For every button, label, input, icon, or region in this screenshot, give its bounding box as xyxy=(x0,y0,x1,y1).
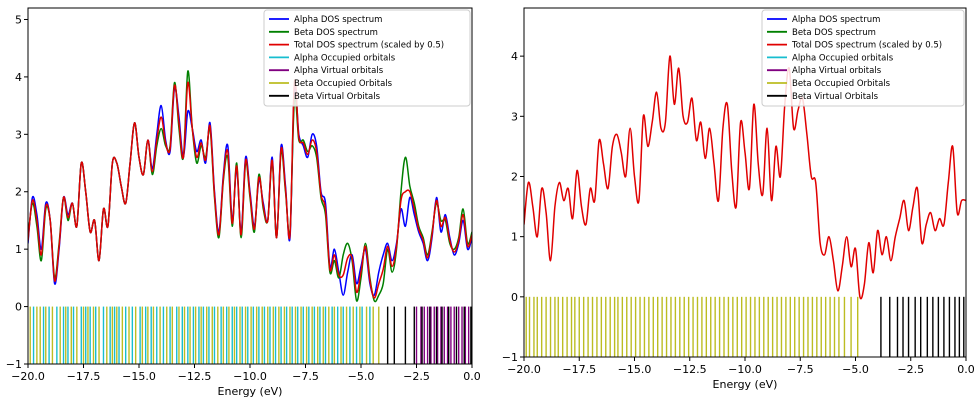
legend-entry: Alpha DOS spectrum xyxy=(294,15,382,25)
y-tick-label: 3 xyxy=(511,110,518,123)
legend-entry: Alpha DOS spectrum xyxy=(792,15,880,25)
legend-entry: Alpha Occupied orbitals xyxy=(294,53,396,63)
y-tick-label: 2 xyxy=(15,186,22,199)
legend-entry: Beta Occupied Orbitals xyxy=(792,79,891,89)
plot-area xyxy=(524,55,966,357)
x-tick-label: −15.0 xyxy=(618,363,652,376)
legend-entry: Total DOS spectrum (scaled by 0.5) xyxy=(293,41,444,51)
x-tick-label: −7.5 xyxy=(787,363,814,376)
x-tick-label: 0.0 xyxy=(463,370,481,383)
legend-entry: Beta DOS spectrum xyxy=(294,28,378,38)
legend: Alpha DOS spectrum Beta DOS spectrum Total… xyxy=(263,9,471,107)
legend-entry: Alpha Occupied orbitals xyxy=(792,53,894,63)
legend-entry: Total DOS spectrum (scaled by 0.5) xyxy=(791,41,942,51)
x-tick-label: −12.5 xyxy=(178,370,212,383)
y-tick-label: 2 xyxy=(511,170,518,183)
chart-panel-right: −20.0 −17.5 −15.0 −12.5 −10.0 −7.5 −5.0 −2.5 0.0… xyxy=(502,7,975,391)
y-tick-label: 0 xyxy=(511,291,518,304)
legend-entry: Beta Occupied Orbitals xyxy=(294,79,393,89)
x-tick-label: −5.0 xyxy=(842,363,869,376)
x-tick-label: 0.0 xyxy=(957,363,975,376)
y-tick-label: 1 xyxy=(511,231,518,244)
x-tick-label: −7.5 xyxy=(292,370,319,383)
y-tick-label: 5 xyxy=(15,13,22,26)
y-tick-label: 0 xyxy=(15,301,22,314)
plot-area xyxy=(28,70,472,364)
y-tick-label: 1 xyxy=(15,243,22,256)
x-axis-label: Energy (eV) xyxy=(713,378,778,391)
legend-entry: Beta Virtual Orbitals xyxy=(294,92,381,102)
total-dos-spectrum-scaled-by-0-5-line xyxy=(524,55,966,300)
x-tick-label: −20.0 xyxy=(507,363,541,376)
x-tick-label: −12.5 xyxy=(673,363,707,376)
y-tick-label: 4 xyxy=(15,71,22,84)
x-tick-label: −10.0 xyxy=(728,363,762,376)
x-tick-label: −17.5 xyxy=(67,370,101,383)
legend-entry: Beta Virtual Orbitals xyxy=(792,92,879,102)
legend-box xyxy=(263,9,471,107)
x-tick-label: −15.0 xyxy=(122,370,156,383)
chart-panel-left: −20.0 −17.5 −15.0 −12.5 −10.0 −7.5 −5.0 −2.5 0.0… xyxy=(6,7,481,398)
y-tick-label: −1 xyxy=(6,358,22,371)
x-tick-label: −17.5 xyxy=(562,363,596,376)
x-tick-label: −5.0 xyxy=(348,370,375,383)
x-tick-label: −10.0 xyxy=(233,370,267,383)
y-tick-label: 3 xyxy=(15,128,22,141)
legend-entry: Alpha Virtual orbitals xyxy=(294,66,384,76)
legend-entry: Beta DOS spectrum xyxy=(792,28,876,38)
y-tick-label: 4 xyxy=(511,50,518,63)
legend-box xyxy=(761,9,965,107)
total-dos-spectrum-scaled-by-0-5-line xyxy=(28,79,472,299)
x-axis-label: Energy (eV) xyxy=(218,385,283,398)
legend: Alpha DOS spectrum Beta DOS spectrum Total… xyxy=(761,9,965,107)
x-tick-label: −2.5 xyxy=(897,363,924,376)
x-tick-label: −2.5 xyxy=(403,370,430,383)
legend-entry: Alpha Virtual orbitals xyxy=(792,66,882,76)
x-tick-label: −20.0 xyxy=(11,370,45,383)
y-tick-label: −1 xyxy=(502,351,518,364)
